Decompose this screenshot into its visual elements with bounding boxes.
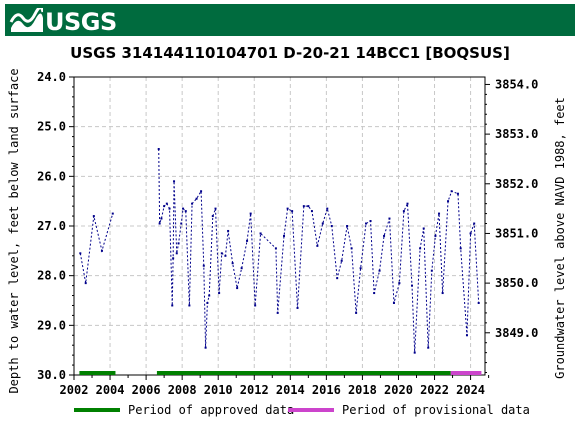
data-point [171, 304, 174, 307]
data-point [378, 269, 381, 272]
x-ticks: 2002 2004 2006 2008 2010 2012 2014 2016 2018 2020… [60, 375, 490, 397]
data-point [92, 215, 95, 218]
x-tick-label: 2018 [348, 383, 377, 397]
data-point [340, 259, 343, 262]
x-tick-label: 2022 [420, 383, 449, 397]
usgs-logo[interactable]: USGS [9, 6, 117, 35]
data-point [158, 222, 161, 225]
data-point [459, 247, 462, 250]
y-tick-label: 27.0 [37, 219, 66, 233]
data-point [447, 200, 450, 203]
data-point [398, 282, 401, 285]
x-tick-label: 2012 [240, 383, 269, 397]
data-point [406, 202, 409, 205]
y2-tick-label: 3854.0 [495, 77, 538, 91]
data-point [383, 234, 386, 237]
data-point [456, 192, 459, 195]
x-tick-label: 2016 [312, 383, 341, 397]
y-tick-label: 24.0 [37, 70, 66, 84]
series-line-2 [158, 149, 480, 353]
usgs-wave-icon [9, 6, 45, 33]
x-tick-label: 2006 [132, 383, 161, 397]
data-point [175, 252, 178, 255]
x-tick-label: 2014 [276, 383, 305, 397]
period-bar-provisional [450, 371, 482, 375]
y-tick-label: 26.0 [37, 169, 66, 183]
data-point [211, 215, 214, 218]
x-tick-label: 2024 [456, 383, 485, 397]
data-point [111, 212, 114, 215]
data-point [249, 212, 252, 215]
y2-axis-label: Groundwater level above NAVD 1988, feet [553, 97, 567, 379]
data-point [434, 234, 437, 237]
y-tick-label: 29.0 [37, 318, 66, 332]
data-point [326, 207, 329, 210]
usgs-banner: USGS [5, 4, 575, 36]
y-tick-label: 28.0 [37, 269, 66, 283]
usgs-logo-text: USGS [45, 8, 117, 36]
data-point [231, 262, 234, 265]
data-point [188, 304, 191, 307]
data-point [438, 212, 441, 215]
right-y-ticks: 3849.0 3850.0 3851.0 3852.0 3853.0 3854.0 [485, 77, 538, 374]
data-point [214, 207, 217, 210]
legend-approved-label: Period of approved data [128, 403, 294, 417]
grid-lines [74, 77, 485, 375]
x-tick-label: 2004 [96, 383, 125, 397]
x-tick-label: 2020 [384, 383, 413, 397]
y-tick-label: 30.0 [37, 368, 66, 382]
data-point [202, 264, 205, 267]
x-tick-label: 2002 [60, 383, 89, 397]
data-point [427, 346, 430, 349]
data-point [402, 210, 405, 213]
data-point [79, 252, 82, 255]
data-point [291, 210, 294, 213]
x-tick-label: 2008 [168, 383, 197, 397]
series-line [79, 213, 114, 284]
data-point [286, 207, 289, 210]
left-y-ticks: 24.0 25.0 26.0 27.0 28.0 29.0 30.0 [37, 70, 74, 382]
y-tick-label: 25.0 [37, 120, 66, 134]
data-point [195, 197, 198, 200]
data-point [413, 351, 416, 354]
data-point [100, 249, 103, 252]
data-point [321, 222, 324, 225]
y2-tick-label: 3851.0 [495, 226, 538, 240]
data-point [84, 282, 87, 285]
legend: Period of approved data Period of provis… [74, 403, 530, 417]
y-axis-label: Depth to water level, feet below land su… [7, 68, 21, 393]
data-point [200, 190, 203, 193]
chart-title: USGS 314144110104701 D-20-21 14BCC1 [BOQ… [70, 44, 510, 62]
x-tick-label: 2010 [204, 383, 233, 397]
data-point [246, 239, 249, 242]
data-point [283, 234, 286, 237]
data-point [173, 180, 176, 183]
data-point [240, 267, 243, 270]
data-point [254, 304, 257, 307]
data-point [365, 222, 368, 225]
data-point [441, 292, 444, 295]
period-bar-approved [79, 371, 116, 375]
data-period-bars [79, 371, 482, 375]
data-point [346, 225, 349, 227]
period-bar-approved [156, 371, 451, 375]
data-point [469, 232, 472, 235]
y2-tick-label: 3852.0 [495, 177, 538, 191]
data-point [359, 267, 362, 270]
legend-provisional-label: Period of provisional data [342, 403, 530, 417]
y2-tick-label: 3849.0 [495, 326, 538, 340]
data-point [307, 205, 310, 208]
data-point [259, 232, 262, 235]
data-point [184, 210, 187, 213]
y2-tick-label: 3850.0 [495, 276, 538, 290]
y2-tick-label: 3853.0 [495, 127, 538, 141]
data-point [302, 205, 305, 208]
data-point [236, 287, 239, 290]
data-point [160, 217, 163, 220]
